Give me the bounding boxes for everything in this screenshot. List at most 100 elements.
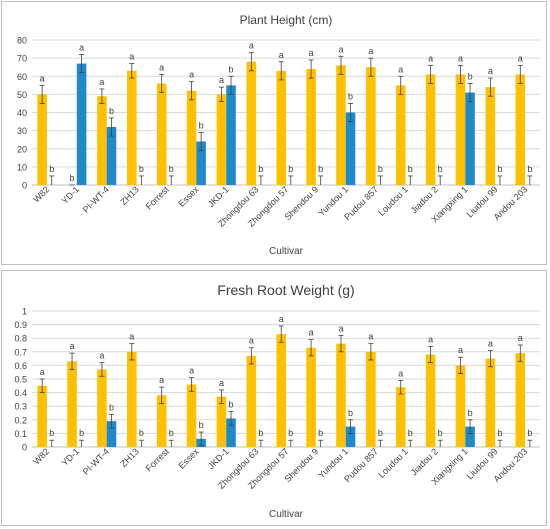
plant-height-sig-label: a — [219, 75, 224, 85]
fresh-root-weight-category-label: Essex — [176, 446, 201, 471]
plant-height-x-axis-title: Cultivar — [269, 246, 304, 257]
plant-height-category-label: ZH13 — [118, 184, 141, 207]
plant-height-sig-label: a — [338, 44, 343, 54]
fresh-root-weight-sig-label: b — [169, 428, 174, 438]
plant-height-sig-label: a — [309, 48, 314, 58]
fresh-root-weight-sig-label: a — [189, 366, 194, 376]
plant-height-bar — [186, 90, 197, 185]
fresh-root-weight-sig-label: b — [229, 400, 234, 410]
fresh-root-weight-bar — [425, 354, 436, 447]
plant-height-category-label: Essex — [176, 184, 201, 209]
fresh-root-weight-sig-label: b — [438, 428, 443, 438]
fresh-root-weight-bar — [395, 387, 406, 447]
fresh-root-weight-bar — [156, 395, 167, 447]
fresh-root-weight-bar — [246, 355, 257, 447]
plant-height-y-tick-label: 10 — [17, 162, 27, 172]
fresh-root-weight-sig-label: b — [139, 428, 144, 438]
plant-height-bar — [127, 70, 137, 185]
plant-height-bar — [366, 67, 376, 185]
plant-height-sig-label: a — [129, 52, 134, 62]
fresh-root-weight-sig-label: b — [79, 428, 84, 438]
fresh-root-weight-sig-label: a — [428, 334, 433, 344]
fresh-root-weight-sig-label: b — [109, 402, 114, 412]
fresh-root-weight-sig-label: a — [398, 368, 403, 378]
fresh-root-weight-y-tick-label: 0.8 — [14, 334, 27, 344]
plant-height-bar — [306, 69, 316, 185]
fresh-root-weight-y-tick-label: 0.7 — [14, 347, 27, 357]
fresh-root-weight-sig-label: a — [368, 332, 373, 342]
plant-height-bar — [226, 85, 236, 185]
plant-height-bar — [455, 74, 466, 185]
fresh-root-weight-sig-label: b — [199, 420, 204, 430]
plant-height-bar — [336, 65, 346, 185]
fresh-root-weight-category-label: W82 — [31, 446, 51, 466]
plant-height-sig-label: b — [527, 164, 532, 174]
fresh-root-weight-sig-label: b — [49, 428, 54, 438]
fresh-root-weight-category-label: PI-WT-4 — [81, 446, 111, 476]
fresh-root-weight-y-tick-label: 0.6 — [14, 361, 27, 371]
fresh-root-weight-y-tick-label: 0.4 — [14, 388, 27, 398]
fresh-root-weight-bar — [515, 353, 526, 447]
fresh-root-weight-sig-label: a — [219, 378, 224, 388]
plant-height-sig-label: b — [497, 164, 502, 174]
plant-height-sig-label: b — [49, 164, 54, 174]
plant-height-category-label: W82 — [31, 184, 51, 204]
fresh-root-weight-sig-label: a — [40, 367, 45, 377]
plant-height-title: Plant Height (cm) — [240, 13, 333, 27]
plant-height-sig-label: a — [428, 53, 433, 63]
plant-height-chart: Plant Height (cm)01020304050607080abW82b… — [17, 13, 540, 257]
fresh-root-weight-bar — [216, 396, 227, 447]
fresh-root-weight-sig-label: a — [99, 351, 104, 361]
fresh-root-weight-category-label: Loudou 1 — [376, 446, 410, 480]
fresh-root-weight-sig-label: a — [279, 314, 284, 324]
fresh-root-weight-sig-label: a — [309, 328, 314, 338]
plant-height-sig-label: b — [348, 91, 353, 101]
fresh-root-weight-sig-label: b — [408, 428, 413, 438]
plant-height-bar — [97, 96, 107, 185]
fresh-root-weight-sig-label: a — [488, 338, 493, 348]
fresh-root-weight-y-tick-label: 0 — [22, 443, 27, 453]
fresh-root-weight-sig-label: b — [258, 428, 263, 438]
plant-height-y-tick-label: 80 — [17, 36, 27, 46]
fresh-root-weight-y-tick-label: 0.9 — [14, 320, 27, 330]
fresh-root-weight-bar — [345, 426, 356, 447]
fresh-root-weight-sig-label: a — [458, 345, 463, 355]
plant-height-category-label: YD-1 — [60, 184, 82, 206]
plant-height-sig-label: a — [518, 53, 523, 63]
fresh-root-weight-sig-label: a — [70, 341, 75, 351]
plant-height-sig-label: b — [468, 72, 473, 82]
fresh-root-weight-panel: Fresh Root Weight (g) 0 0.1 0.2 0.3 0.4 0.5 0.6… — [1, 270, 547, 526]
fresh-root-weight-y-tick-label: 0.2 — [14, 415, 27, 425]
plant-height-sig-label: b — [109, 106, 114, 116]
fresh-root-weight-sig-label: a — [159, 375, 164, 385]
plant-height-sig-label: b — [318, 164, 323, 174]
plant-height-sig-label: a — [488, 66, 493, 76]
plant-height-bar — [515, 74, 526, 185]
plant-height-sig-label: a — [398, 64, 403, 74]
fresh-root-weight-bar — [226, 418, 236, 447]
plant-height-bar — [276, 70, 286, 185]
plant-height-sig-label: a — [279, 50, 284, 60]
plant-height-category-label: Forrest — [144, 184, 172, 212]
plant-height-bar — [465, 92, 475, 185]
plant-height-sig-label: a — [79, 43, 84, 53]
fresh-root-weight-bar — [455, 365, 466, 447]
plant-height-bar — [76, 63, 87, 185]
plant-height-panel: Plant Height (cm) 0 10 20 30 40 50 60 70 80 a b W82 b… — [1, 1, 547, 265]
fresh-root-weight-y-tick-label: 0.5 — [14, 375, 27, 385]
plant-height-bar — [345, 112, 356, 185]
plant-height-y-tick-label: 0 — [22, 181, 27, 191]
plant-height-sig-label: b — [169, 164, 174, 174]
fresh-root-weight-bar — [106, 421, 117, 447]
fresh-root-weight-bar — [186, 384, 197, 447]
plant-height-sig-label: b — [199, 120, 204, 130]
plant-height-category-label: PI-WT-4 — [81, 184, 111, 214]
plant-height-y-tick-label: 60 — [17, 72, 27, 82]
plant-height-sig-label: b — [438, 164, 443, 174]
plant-height-sig-label: a — [189, 70, 194, 80]
plant-height-bar — [246, 61, 257, 185]
plant-height-sig-label: a — [458, 53, 463, 63]
fresh-root-weight-chart: Fresh Root Weight (g) 0 0.1 0.2 0.3 0.4 0.5 0.6… — [14, 282, 540, 520]
fresh-root-weight-sig-label: a — [129, 332, 134, 342]
plant-height-sig-label: a — [159, 62, 164, 72]
